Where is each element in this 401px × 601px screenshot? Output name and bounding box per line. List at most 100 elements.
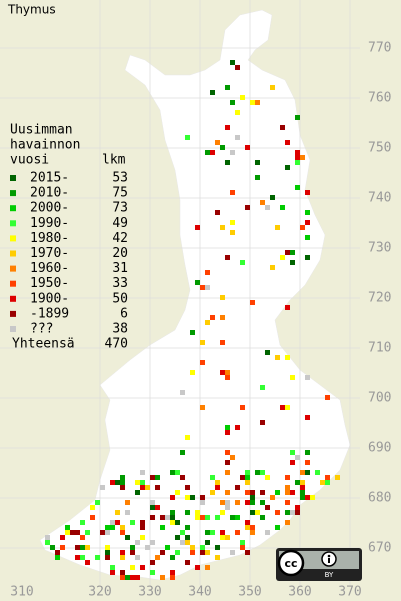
observation-square	[255, 175, 260, 180]
observation-square	[230, 515, 235, 520]
legend-label: 1970-	[30, 246, 69, 261]
observation-square	[205, 285, 210, 290]
observation-square	[130, 575, 135, 580]
legend-swatch	[10, 220, 16, 227]
observation-square	[200, 550, 205, 555]
observation-square	[300, 470, 305, 475]
observation-square	[85, 545, 90, 550]
observation-square	[205, 320, 210, 325]
observation-square	[175, 470, 180, 475]
observation-square	[190, 370, 195, 375]
observation-square	[260, 500, 265, 505]
observation-square	[305, 450, 310, 455]
legend-header: havainnon	[10, 138, 80, 153]
observation-square	[245, 205, 250, 210]
observation-square	[130, 565, 135, 570]
observation-square	[255, 160, 260, 165]
license-badge: cc BY	[276, 548, 362, 581]
observation-square	[300, 485, 305, 490]
observation-square	[185, 485, 190, 490]
observation-square	[120, 570, 125, 575]
observation-square	[185, 540, 190, 545]
observation-square	[290, 460, 295, 465]
observation-square	[275, 525, 280, 530]
observation-square	[110, 520, 115, 525]
legend-count: 33	[112, 276, 128, 291]
observation-square	[225, 375, 230, 380]
observation-square	[215, 210, 220, 215]
observation-square	[110, 480, 115, 485]
observation-square	[205, 150, 210, 155]
observation-square	[145, 545, 150, 550]
country-shape	[39, 9, 351, 581]
legend-label: ???	[30, 322, 53, 337]
observation-square	[235, 530, 240, 535]
observation-square	[275, 490, 280, 495]
y-label: 730	[368, 241, 391, 256]
observation-square	[225, 490, 230, 495]
observations	[45, 60, 340, 580]
observation-square	[170, 570, 175, 575]
observation-square	[250, 530, 255, 535]
observation-square	[75, 555, 80, 560]
x-label: 370	[338, 585, 361, 600]
observation-square	[295, 155, 300, 160]
observation-square	[285, 305, 290, 310]
legend-count: 50	[112, 291, 128, 306]
observation-square	[230, 220, 235, 225]
observation-square	[165, 545, 170, 550]
observation-square	[295, 185, 300, 190]
observation-square	[235, 485, 240, 490]
title: Thymus	[7, 3, 56, 17]
observation-square	[120, 550, 125, 555]
observation-square	[125, 510, 130, 515]
observation-square	[150, 505, 155, 510]
observation-square	[250, 500, 255, 505]
observation-square	[240, 475, 245, 480]
observation-square	[320, 480, 325, 485]
observation-square	[125, 575, 130, 580]
observation-square	[285, 140, 290, 145]
observation-square	[245, 475, 250, 480]
observation-square	[230, 100, 235, 105]
observation-square	[55, 550, 60, 555]
y-label: 690	[368, 441, 391, 456]
y-label: 770	[368, 41, 391, 56]
legend-swatch	[10, 190, 16, 197]
observation-square	[140, 520, 145, 525]
observation-square	[315, 470, 320, 475]
legend-label: 2015-	[30, 171, 69, 186]
observation-square	[135, 480, 140, 485]
observation-square	[300, 480, 305, 485]
observation-square	[220, 535, 225, 540]
observation-square	[160, 515, 165, 520]
observation-square	[170, 470, 175, 475]
observation-square	[285, 510, 290, 515]
observation-square	[265, 475, 270, 480]
x-label: 320	[88, 585, 111, 600]
legend-swatch	[10, 326, 16, 332]
observation-square	[250, 525, 255, 530]
observation-square	[290, 260, 295, 265]
observation-square	[305, 460, 310, 465]
observation-square	[180, 540, 185, 545]
observation-square	[185, 510, 190, 515]
by-icon-head	[327, 554, 331, 558]
y-label: 710	[368, 341, 391, 356]
observation-square	[235, 500, 240, 505]
observation-square	[305, 255, 310, 260]
observation-square	[300, 225, 305, 230]
observation-square	[140, 525, 145, 530]
observation-square	[210, 150, 215, 155]
observation-square	[210, 490, 215, 495]
y-label: 680	[368, 491, 391, 506]
observation-square	[170, 495, 175, 500]
x-label: 360	[288, 585, 311, 600]
observation-square	[295, 480, 300, 485]
observation-square	[125, 535, 130, 540]
observation-square	[175, 550, 180, 555]
observation-square	[150, 475, 155, 480]
observation-square	[135, 540, 140, 545]
legend-swatch	[10, 250, 16, 257]
